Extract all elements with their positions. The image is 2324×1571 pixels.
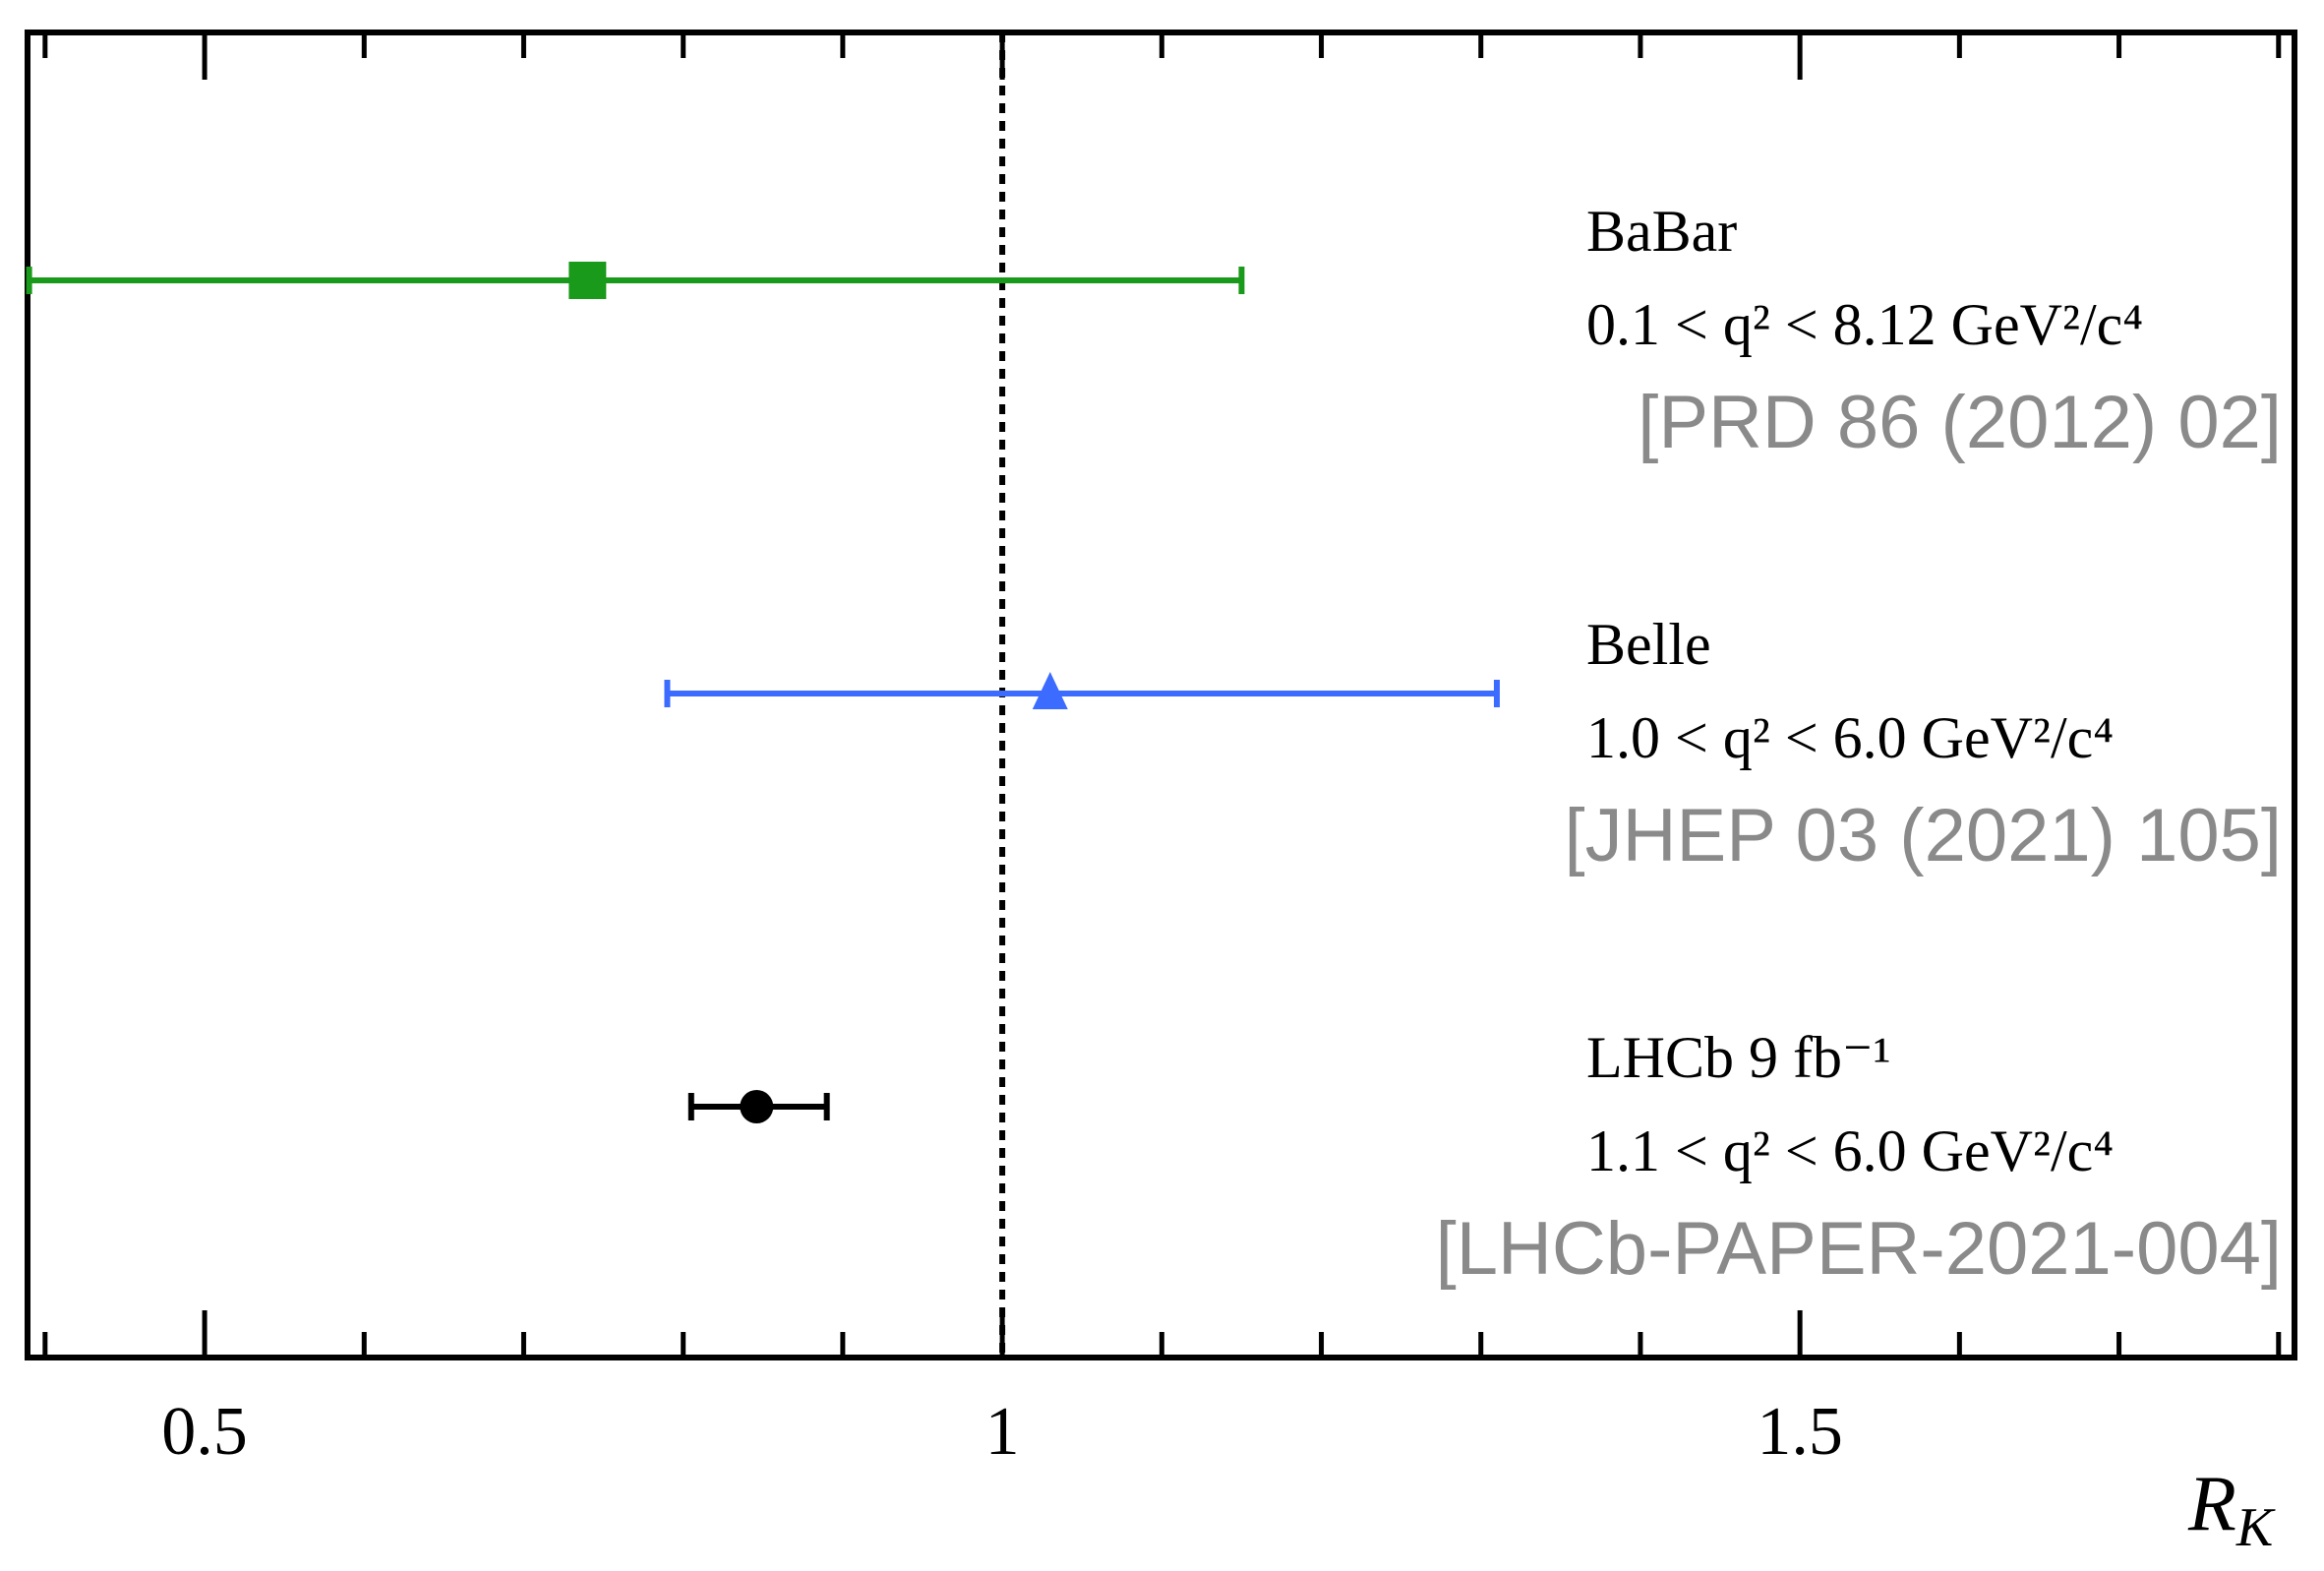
circle-marker — [740, 1090, 774, 1123]
x-axis-title-subscript: K — [2235, 1497, 2276, 1558]
measurement-labels: BaBar 0.1 < q² < 8.12 GeV²/c⁴ [PRD 86 (201… — [1436, 199, 2282, 1291]
measurement-points — [26, 262, 1500, 1123]
x-axis-tick-labels: 0.5 1 1.5 — [161, 1394, 1843, 1470]
q2-range: 0.1 < q² < 8.12 GeV²/c⁴ — [1586, 292, 2143, 357]
experiment-name: Belle — [1586, 612, 1711, 677]
x-axis-title: RK — [2187, 1461, 2276, 1558]
q2-range: 1.1 < q² < 6.0 GeV²/c⁴ — [1586, 1118, 2114, 1183]
x-tick-label: 0.5 — [161, 1394, 248, 1470]
experiment-name: BaBar — [1586, 199, 1737, 264]
q2-range: 1.0 < q² < 6.0 GeV²/c⁴ — [1586, 705, 2114, 770]
x-tick-label: 1 — [985, 1394, 1020, 1470]
square-marker — [568, 262, 607, 299]
experiment-name: LHCb 9 fb⁻¹ — [1586, 1025, 1891, 1090]
triangle-marker — [1032, 672, 1068, 709]
x-tick-label: 1.5 — [1757, 1394, 1843, 1470]
publication-reference: [PRD 86 (2012) 02] — [1638, 381, 2282, 464]
publication-reference: [LHCb-PAPER-2021-004] — [1436, 1207, 2282, 1291]
publication-reference: [JHEP 03 (2021) 105] — [1565, 794, 2283, 877]
x-axis-title-main: R — [2187, 1461, 2236, 1547]
